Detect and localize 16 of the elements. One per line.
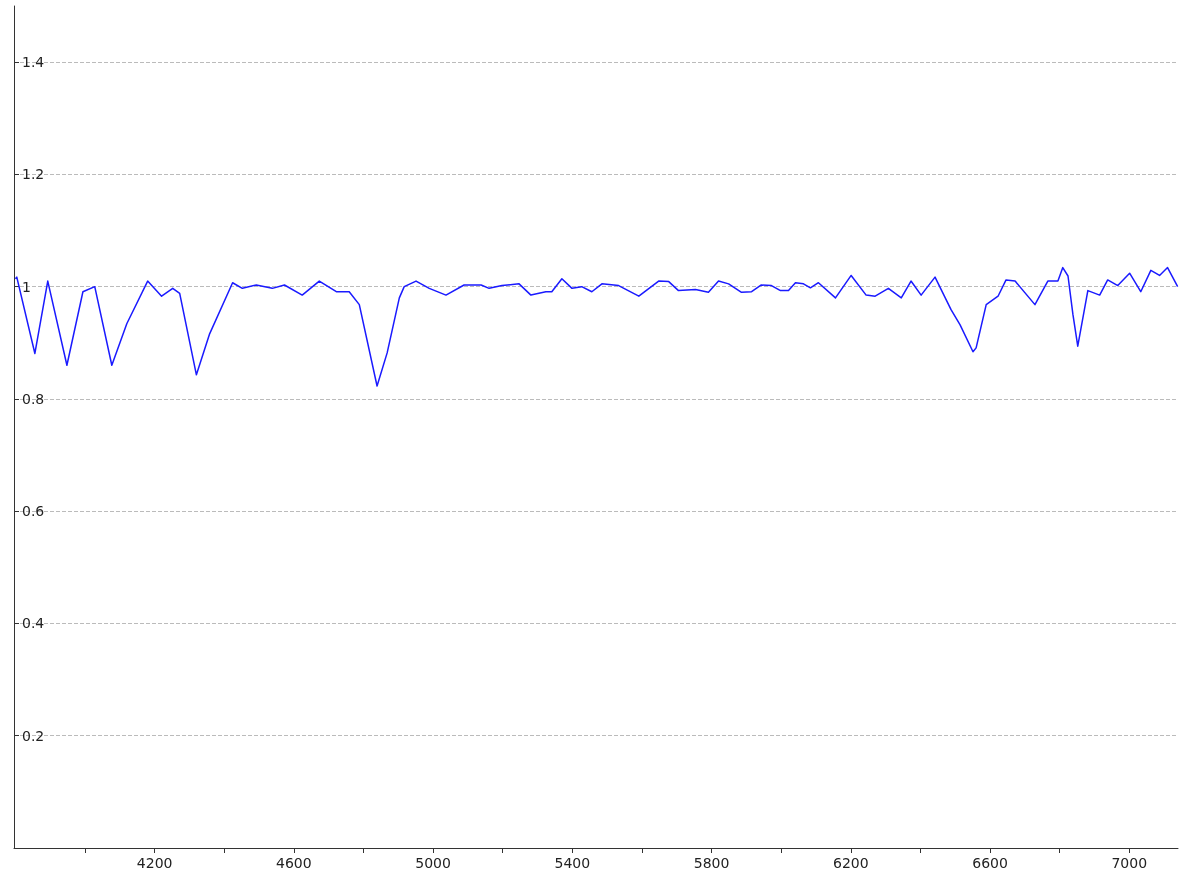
x-tick-label: 6600 [972, 855, 1008, 871]
y-tick-label: 1.4 [22, 54, 45, 71]
x-tick-label: 5000 [415, 855, 451, 871]
y-tick-label: 1 [22, 278, 31, 295]
x-tick-label: 6200 [832, 855, 869, 871]
y-tick-label: 1.2 [22, 166, 45, 183]
x-tick-label: 4200 [136, 855, 173, 871]
x-tick-label: 5400 [554, 855, 591, 871]
y-tick-label: 0.2 [22, 727, 45, 744]
line-series [14, 266, 1179, 387]
x-tick-label: 4600 [276, 855, 312, 871]
y-tick-label: 0.8 [22, 390, 45, 407]
y-tick-label: 0.4 [22, 615, 45, 632]
y-tick-label: 0.6 [22, 503, 45, 520]
x-tick-label: 5800 [693, 855, 730, 871]
x-tick-label: 7000 [1111, 855, 1148, 871]
